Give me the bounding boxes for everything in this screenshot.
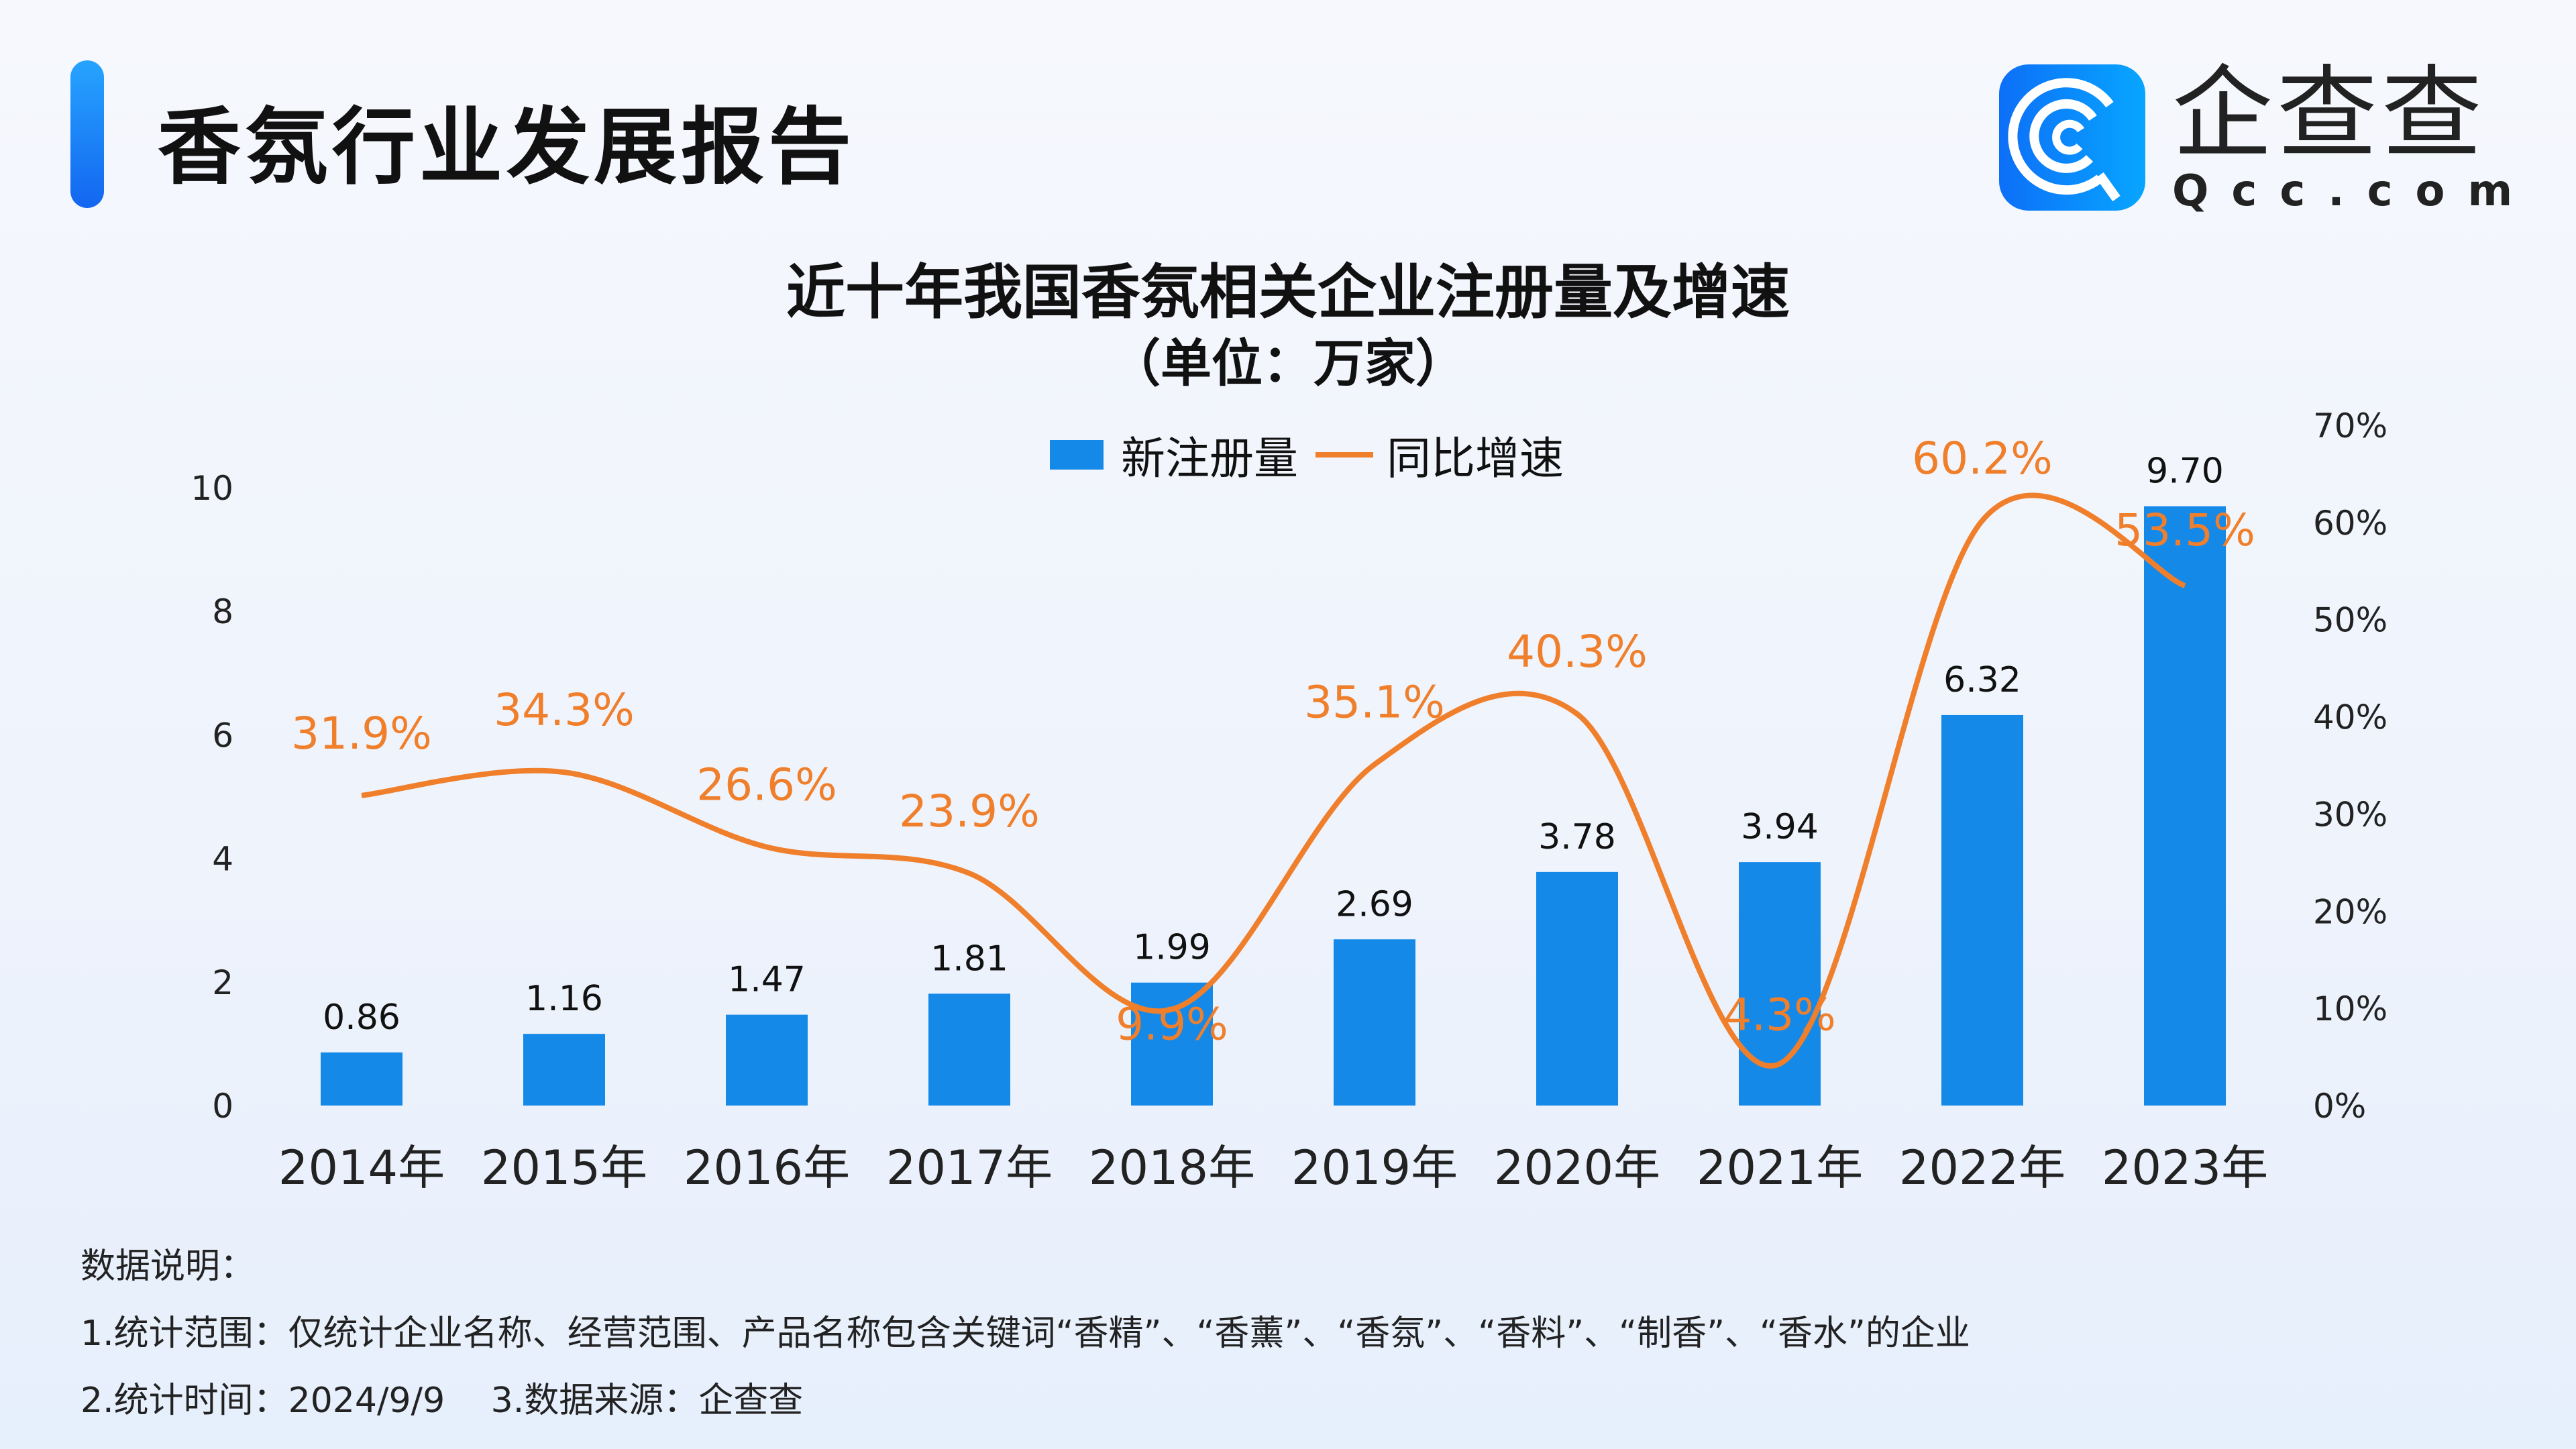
x-tick-label: 2021年 bbox=[1697, 1140, 1863, 1195]
growth-label: 40.3% bbox=[1507, 626, 1648, 678]
growth-label: 60.2% bbox=[1912, 433, 2053, 484]
bar bbox=[1941, 714, 2023, 1106]
bar-value-label: 0.86 bbox=[323, 998, 400, 1038]
bar bbox=[726, 1014, 808, 1106]
notes-line-2: 2.统计时间：2024/9/9 3.数据来源：企查查 bbox=[80, 1381, 804, 1421]
growth-label: 31.9% bbox=[291, 708, 432, 759]
accent-bar bbox=[70, 60, 104, 208]
bar-value-label: 2.69 bbox=[1336, 884, 1413, 924]
growth-label: 23.9% bbox=[899, 786, 1040, 837]
legend: 新注册量 同比增速 bbox=[1050, 423, 1564, 487]
bar-value-label: 1.99 bbox=[1133, 928, 1211, 968]
bar-value-label: 1.81 bbox=[930, 938, 1008, 979]
bar-value-label: 1.16 bbox=[525, 979, 603, 1019]
y-right-tick-label: 10% bbox=[2313, 989, 2387, 1028]
bar-value-label: 9.70 bbox=[2146, 451, 2224, 492]
y-left-tick-label: 6 bbox=[212, 716, 233, 755]
header-title: 香氛行业发展报告 bbox=[158, 99, 856, 196]
data-notes: 数据说明： 1.统计范围：仅统计企业名称、经营范围、产品名称包含关键词“香精”、… bbox=[80, 1233, 1970, 1434]
growth-line bbox=[361, 492, 2186, 1069]
legend-bar-label: 新注册量 bbox=[1121, 433, 1298, 484]
growth-label: 35.1% bbox=[1304, 677, 1445, 729]
x-tick-label: 2015年 bbox=[481, 1140, 647, 1195]
x-tick-label: 2023年 bbox=[2102, 1140, 2268, 1195]
bar bbox=[1739, 862, 1821, 1106]
y-right-tick-label: 60% bbox=[2313, 504, 2387, 543]
bar bbox=[1536, 871, 1618, 1106]
y-left-tick-label: 8 bbox=[212, 592, 233, 631]
growth-label: 34.3% bbox=[494, 684, 635, 736]
growth-label: 53.5% bbox=[2114, 504, 2255, 556]
growth-label: 4.3% bbox=[1723, 989, 1836, 1041]
legend-bar-swatch bbox=[1050, 440, 1104, 470]
y-right-tick-label: 40% bbox=[2313, 698, 2387, 737]
bar bbox=[1131, 982, 1213, 1106]
growth-label: 26.6% bbox=[696, 759, 837, 811]
bar bbox=[1334, 939, 1415, 1106]
bar bbox=[2144, 506, 2226, 1106]
bar-value-label: 3.94 bbox=[1741, 807, 1819, 847]
chart-title: 近十年我国香氛相关企业注册量及增速 bbox=[786, 258, 1790, 327]
chart-subtitle: （单位：万家） bbox=[1110, 333, 1466, 393]
x-tick-label: 2016年 bbox=[684, 1140, 850, 1195]
bar-value-label: 1.47 bbox=[728, 960, 806, 1000]
y-right-tick-label: 70% bbox=[2313, 407, 2387, 445]
y-right-tick-label: 0% bbox=[2313, 1087, 2366, 1126]
bar bbox=[928, 994, 1010, 1106]
notes-line-1: 1.统计范围：仅统计企业名称、经营范围、产品名称包含关键词“香精”、“香薰”、“… bbox=[80, 1313, 1970, 1354]
x-tick-label: 2018年 bbox=[1089, 1140, 1255, 1195]
x-tick-label: 2019年 bbox=[1291, 1140, 1458, 1195]
x-tick-label: 2014年 bbox=[278, 1140, 445, 1195]
x-tick-label: 2020年 bbox=[1494, 1140, 1660, 1195]
logo-name: 企查查 bbox=[2172, 56, 2487, 172]
legend-line-label: 同比增速 bbox=[1387, 433, 1564, 484]
logo-domain: Qcc.com bbox=[2172, 166, 2536, 216]
y-right-tick-label: 30% bbox=[2313, 795, 2387, 834]
x-tick-label: 2022年 bbox=[1899, 1140, 2065, 1195]
notes-heading: 数据说明： bbox=[80, 1246, 256, 1287]
y-left-tick-label: 2 bbox=[212, 963, 233, 1002]
y-right-tick-label: 50% bbox=[2313, 601, 2387, 640]
y-left-tick-label: 10 bbox=[191, 469, 233, 508]
y-left-tick-label: 0 bbox=[212, 1087, 233, 1126]
bar-value-label: 6.32 bbox=[1943, 660, 2021, 700]
y-right-tick-label: 20% bbox=[2313, 892, 2387, 931]
y-left-tick-label: 4 bbox=[212, 840, 233, 879]
qcc-logo-icon bbox=[1999, 64, 2145, 211]
qcc-logo: 企查查 Qcc.com bbox=[1999, 60, 2535, 215]
bar bbox=[321, 1052, 402, 1106]
legend-line-swatch bbox=[1316, 452, 1373, 458]
bar-value-label: 3.78 bbox=[1538, 817, 1616, 857]
x-tick-label: 2017年 bbox=[886, 1140, 1053, 1195]
growth-label: 9.9% bbox=[1116, 999, 1228, 1051]
bar bbox=[523, 1034, 605, 1106]
